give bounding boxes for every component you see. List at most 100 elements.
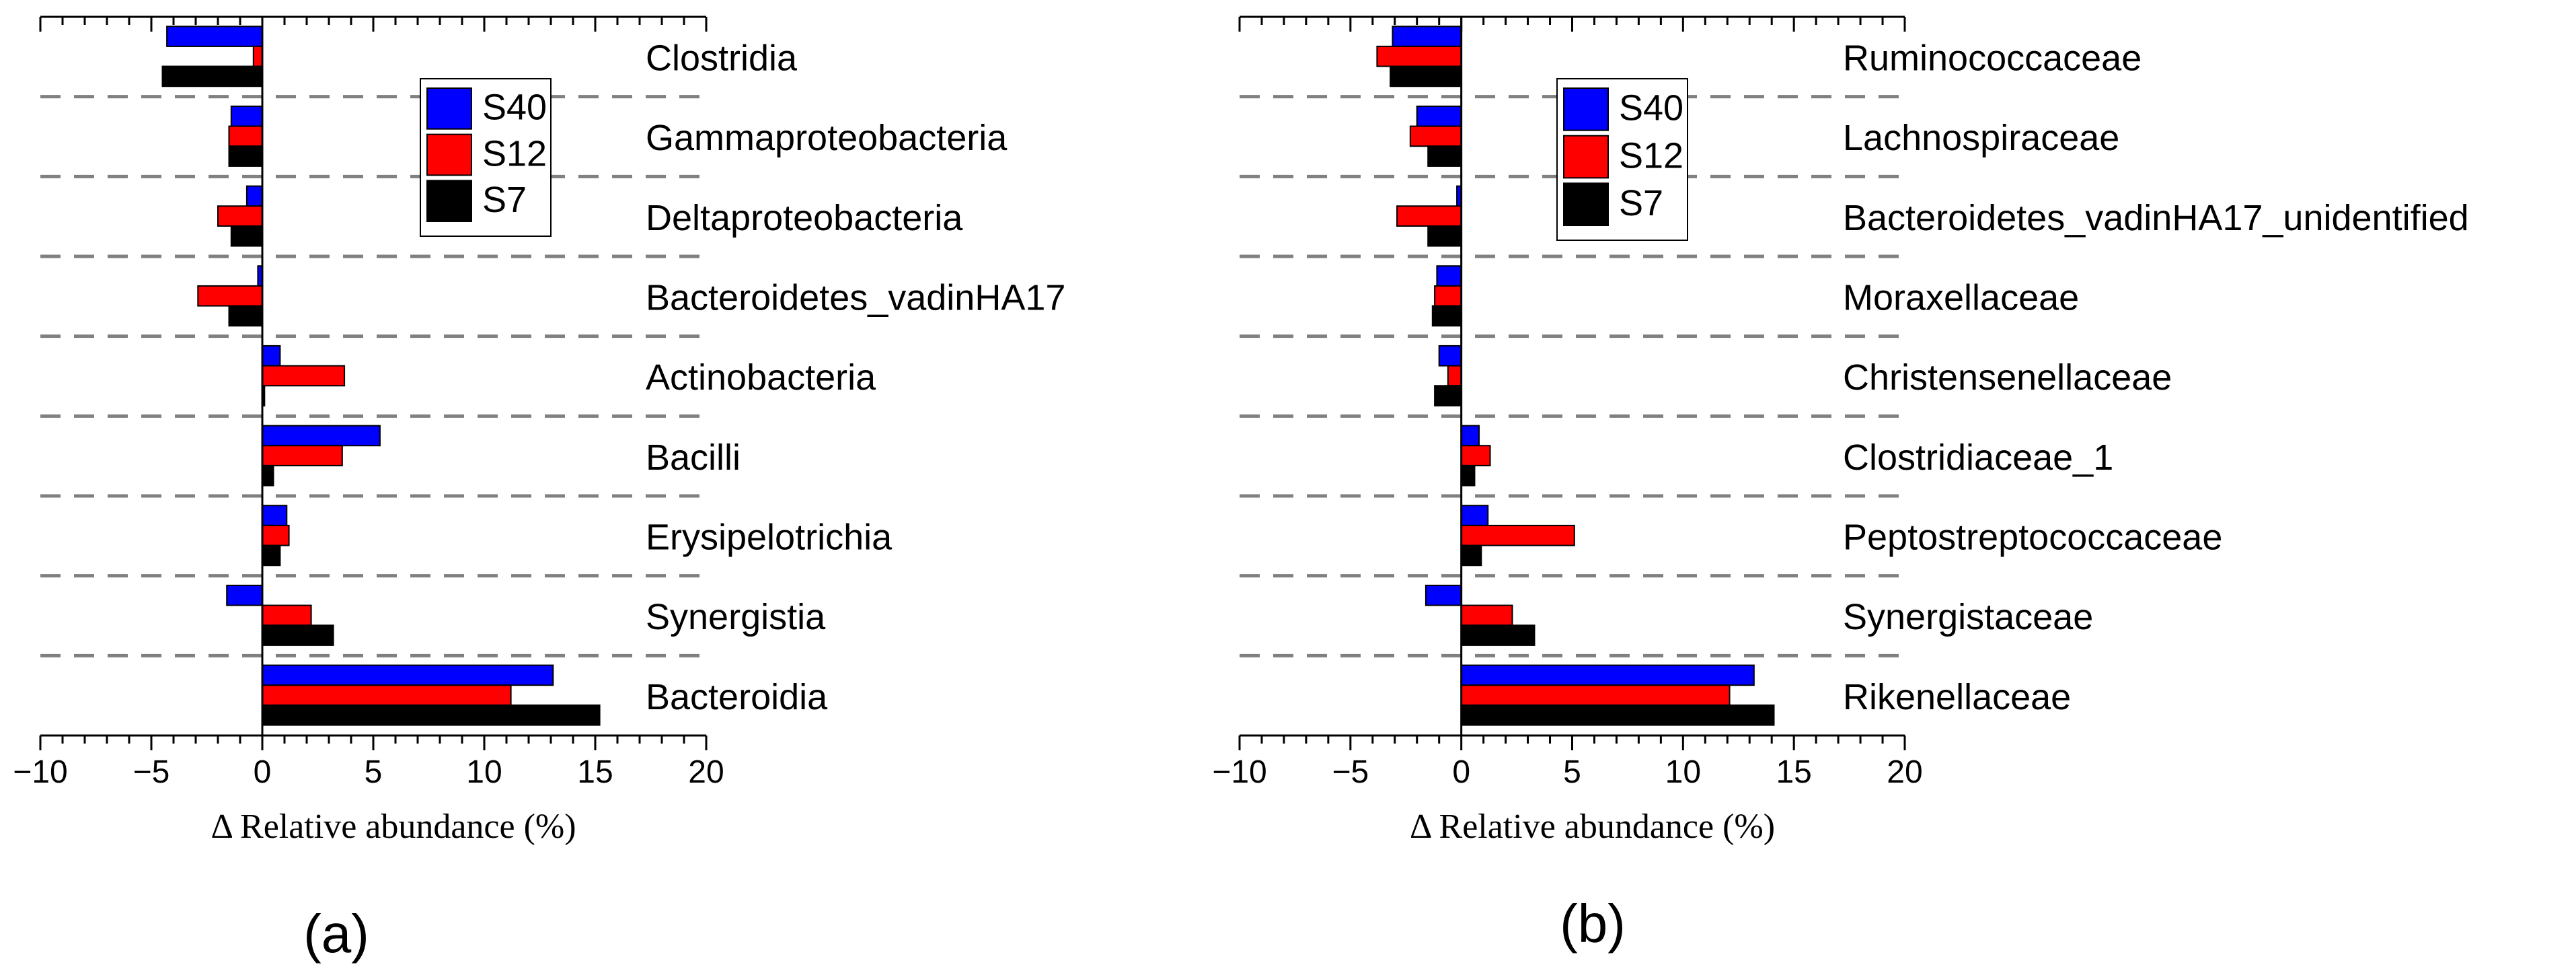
x-tick-label: 15 xyxy=(1776,754,1811,790)
x-tick-label: 0 xyxy=(254,754,272,790)
category-label: Bacteroidetes_vadinHA17_unidentified xyxy=(1843,198,2469,238)
bar-S7-Bacteroidia xyxy=(262,704,601,726)
bar-S12-Synergistaceae xyxy=(1460,604,1513,626)
legend-label-S12: S12 xyxy=(482,133,547,174)
bar-S12-Rikenellaceae xyxy=(1460,684,1731,706)
category-label: Ruminococcaceae xyxy=(1843,38,2142,79)
chart-panel-2: Ruminococcaceae Lachnospiraceae Bacteroide… xyxy=(1212,15,2469,954)
panel-label: (b) xyxy=(1560,894,1626,954)
bar-S40-Bacteroidia xyxy=(262,664,554,686)
category-label: Lachnospiraceae xyxy=(1843,118,2119,158)
category-label: Rikenellaceae xyxy=(1843,677,2071,717)
bar-S7-Christensenellaceae xyxy=(1434,385,1462,406)
bar-S12-Christensenellaceae xyxy=(1447,365,1462,387)
bar-S12-Peptostreptococcaceae xyxy=(1460,524,1575,546)
category-label: Moraxellaceae xyxy=(1843,278,2079,318)
bar-S12-Clostridia xyxy=(252,45,263,67)
bar-S12-Synergistia xyxy=(262,604,312,626)
bar-S40-Moraxellaceae xyxy=(1436,265,1462,287)
x-tick-label: 5 xyxy=(365,754,383,790)
x-axis-title: Δ Relative abundance (%) xyxy=(211,808,576,846)
bar-S7-Lachnospiraceae xyxy=(1427,145,1462,167)
bar-S7-Deltaproteobacteria xyxy=(230,225,263,247)
panel-label: (a) xyxy=(303,904,369,964)
legend-label-S7: S7 xyxy=(1619,183,1663,223)
legend: S40 S12 S7 xyxy=(420,78,552,237)
x-tick-label: −10 xyxy=(1212,754,1266,790)
x-axis-title: Δ Relative abundance (%) xyxy=(1410,808,1775,846)
bar-S12-Gammaproteobacteria xyxy=(228,125,263,147)
bar-S40-Gammaproteobacteria xyxy=(230,105,263,127)
category-label: Clostridiaceae_1 xyxy=(1843,437,2113,478)
category-label: Synergistaceae xyxy=(1843,597,2093,637)
bar-S40-Peptostreptococcaceae xyxy=(1460,505,1489,526)
bar-S40-Synergistia xyxy=(226,584,264,606)
category-label: Deltaproteobacteria xyxy=(646,198,963,238)
bar-S7-Erysipelotrichia xyxy=(262,544,281,567)
bar-S7-Clostridiaceae_1 xyxy=(1460,464,1476,487)
bar-S40-Bacilli xyxy=(262,425,381,447)
bar-S40-Synergistaceae xyxy=(1425,584,1462,606)
bar-S12-Actinobacteria xyxy=(262,365,346,387)
bar-S7-Synergistaceae xyxy=(1460,624,1536,646)
category-label: Peptostreptococcaceae xyxy=(1843,517,2222,558)
bar-S40-Actinobacteria xyxy=(262,345,281,367)
x-tick-label: 5 xyxy=(1563,754,1581,790)
x-tick-label: −5 xyxy=(1332,754,1369,790)
bar-S7-Ruminococcaceae xyxy=(1390,65,1462,87)
bar-S40-Deltaproteobacteria xyxy=(245,185,263,207)
x-tick-label: −10 xyxy=(13,754,67,790)
category-label: Bacteroidia xyxy=(646,677,828,717)
x-tick-label: 15 xyxy=(577,754,613,790)
x-tick-label: 10 xyxy=(466,754,502,790)
bar-S12-Bacteroidia xyxy=(262,684,512,706)
bar-S7-Bacilli xyxy=(262,464,274,487)
bar-S12-Deltaproteobacteria xyxy=(217,205,263,227)
x-tick-label: 0 xyxy=(1452,754,1470,790)
bar-S7-Moraxellaceae xyxy=(1431,305,1462,327)
bar-S7-Peptostreptococcaceae xyxy=(1460,544,1482,567)
legend-label-S40: S40 xyxy=(482,87,547,128)
bar-S40-Lachnospiraceae xyxy=(1416,105,1462,127)
bar-S12-Clostridiaceae_1 xyxy=(1460,445,1491,466)
legend-swatch-S40 xyxy=(1563,87,1609,131)
category-label: Actinobacteria xyxy=(646,357,876,398)
legend-label-S12: S12 xyxy=(1619,135,1683,176)
x-tick-label: 10 xyxy=(1665,754,1701,790)
bar-S40-Clostridiaceae_1 xyxy=(1460,425,1480,447)
category-label: Christensenellaceae xyxy=(1843,357,2172,398)
bar-S40-Erysipelotrichia xyxy=(262,505,288,526)
bar-S7-Bacteroidetes_vadinHA17_unidentified xyxy=(1427,225,1462,247)
x-tick-label: 20 xyxy=(1887,754,1922,790)
bar-S12-Lachnospiraceae xyxy=(1409,125,1462,147)
bar-S7-Bacteroidetes_vadinHA17 xyxy=(228,305,263,327)
chart-panel-1: Clostridia Gammaproteobacteria Deltaproteo… xyxy=(13,15,1065,964)
bar-S12-Erysipelotrichia xyxy=(262,524,290,546)
legend-swatch-S7 xyxy=(1563,182,1609,227)
legend-swatch-S40 xyxy=(426,87,472,130)
bar-S12-Bacteroidetes_vadinHA17 xyxy=(197,285,263,307)
legend-label-S7: S7 xyxy=(482,180,527,220)
bar-S12-Bacilli xyxy=(262,445,343,466)
bar-S7-Gammaproteobacteria xyxy=(228,145,263,167)
legend-swatch-S7 xyxy=(426,180,472,223)
bar-S12-Bacteroidetes_vadinHA17_unidentified xyxy=(1396,205,1462,227)
bar-S12-Moraxellaceae xyxy=(1434,285,1462,307)
category-label: Bacteroidetes_vadinHA17 xyxy=(646,278,1065,318)
x-tick-label: −5 xyxy=(133,754,170,790)
x-tick-label: 20 xyxy=(688,754,724,790)
bar-S7-Clostridia xyxy=(161,65,263,87)
category-label: Bacilli xyxy=(646,437,741,478)
legend-swatch-S12 xyxy=(426,133,472,176)
legend: S40 S12 S7 xyxy=(1556,78,1688,241)
category-label: Erysipelotrichia xyxy=(646,517,893,558)
category-label: Clostridia xyxy=(646,38,798,79)
bar-S12-Ruminococcaceae xyxy=(1376,45,1462,67)
bar-S7-Rikenellaceae xyxy=(1460,704,1775,726)
legend-label-S40: S40 xyxy=(1619,88,1683,129)
bar-S40-Clostridia xyxy=(166,26,263,47)
category-label: Gammaproteobacteria xyxy=(646,118,1008,158)
bar-S7-Synergistia xyxy=(262,624,334,646)
bar-S40-Christensenellaceae xyxy=(1438,345,1462,367)
